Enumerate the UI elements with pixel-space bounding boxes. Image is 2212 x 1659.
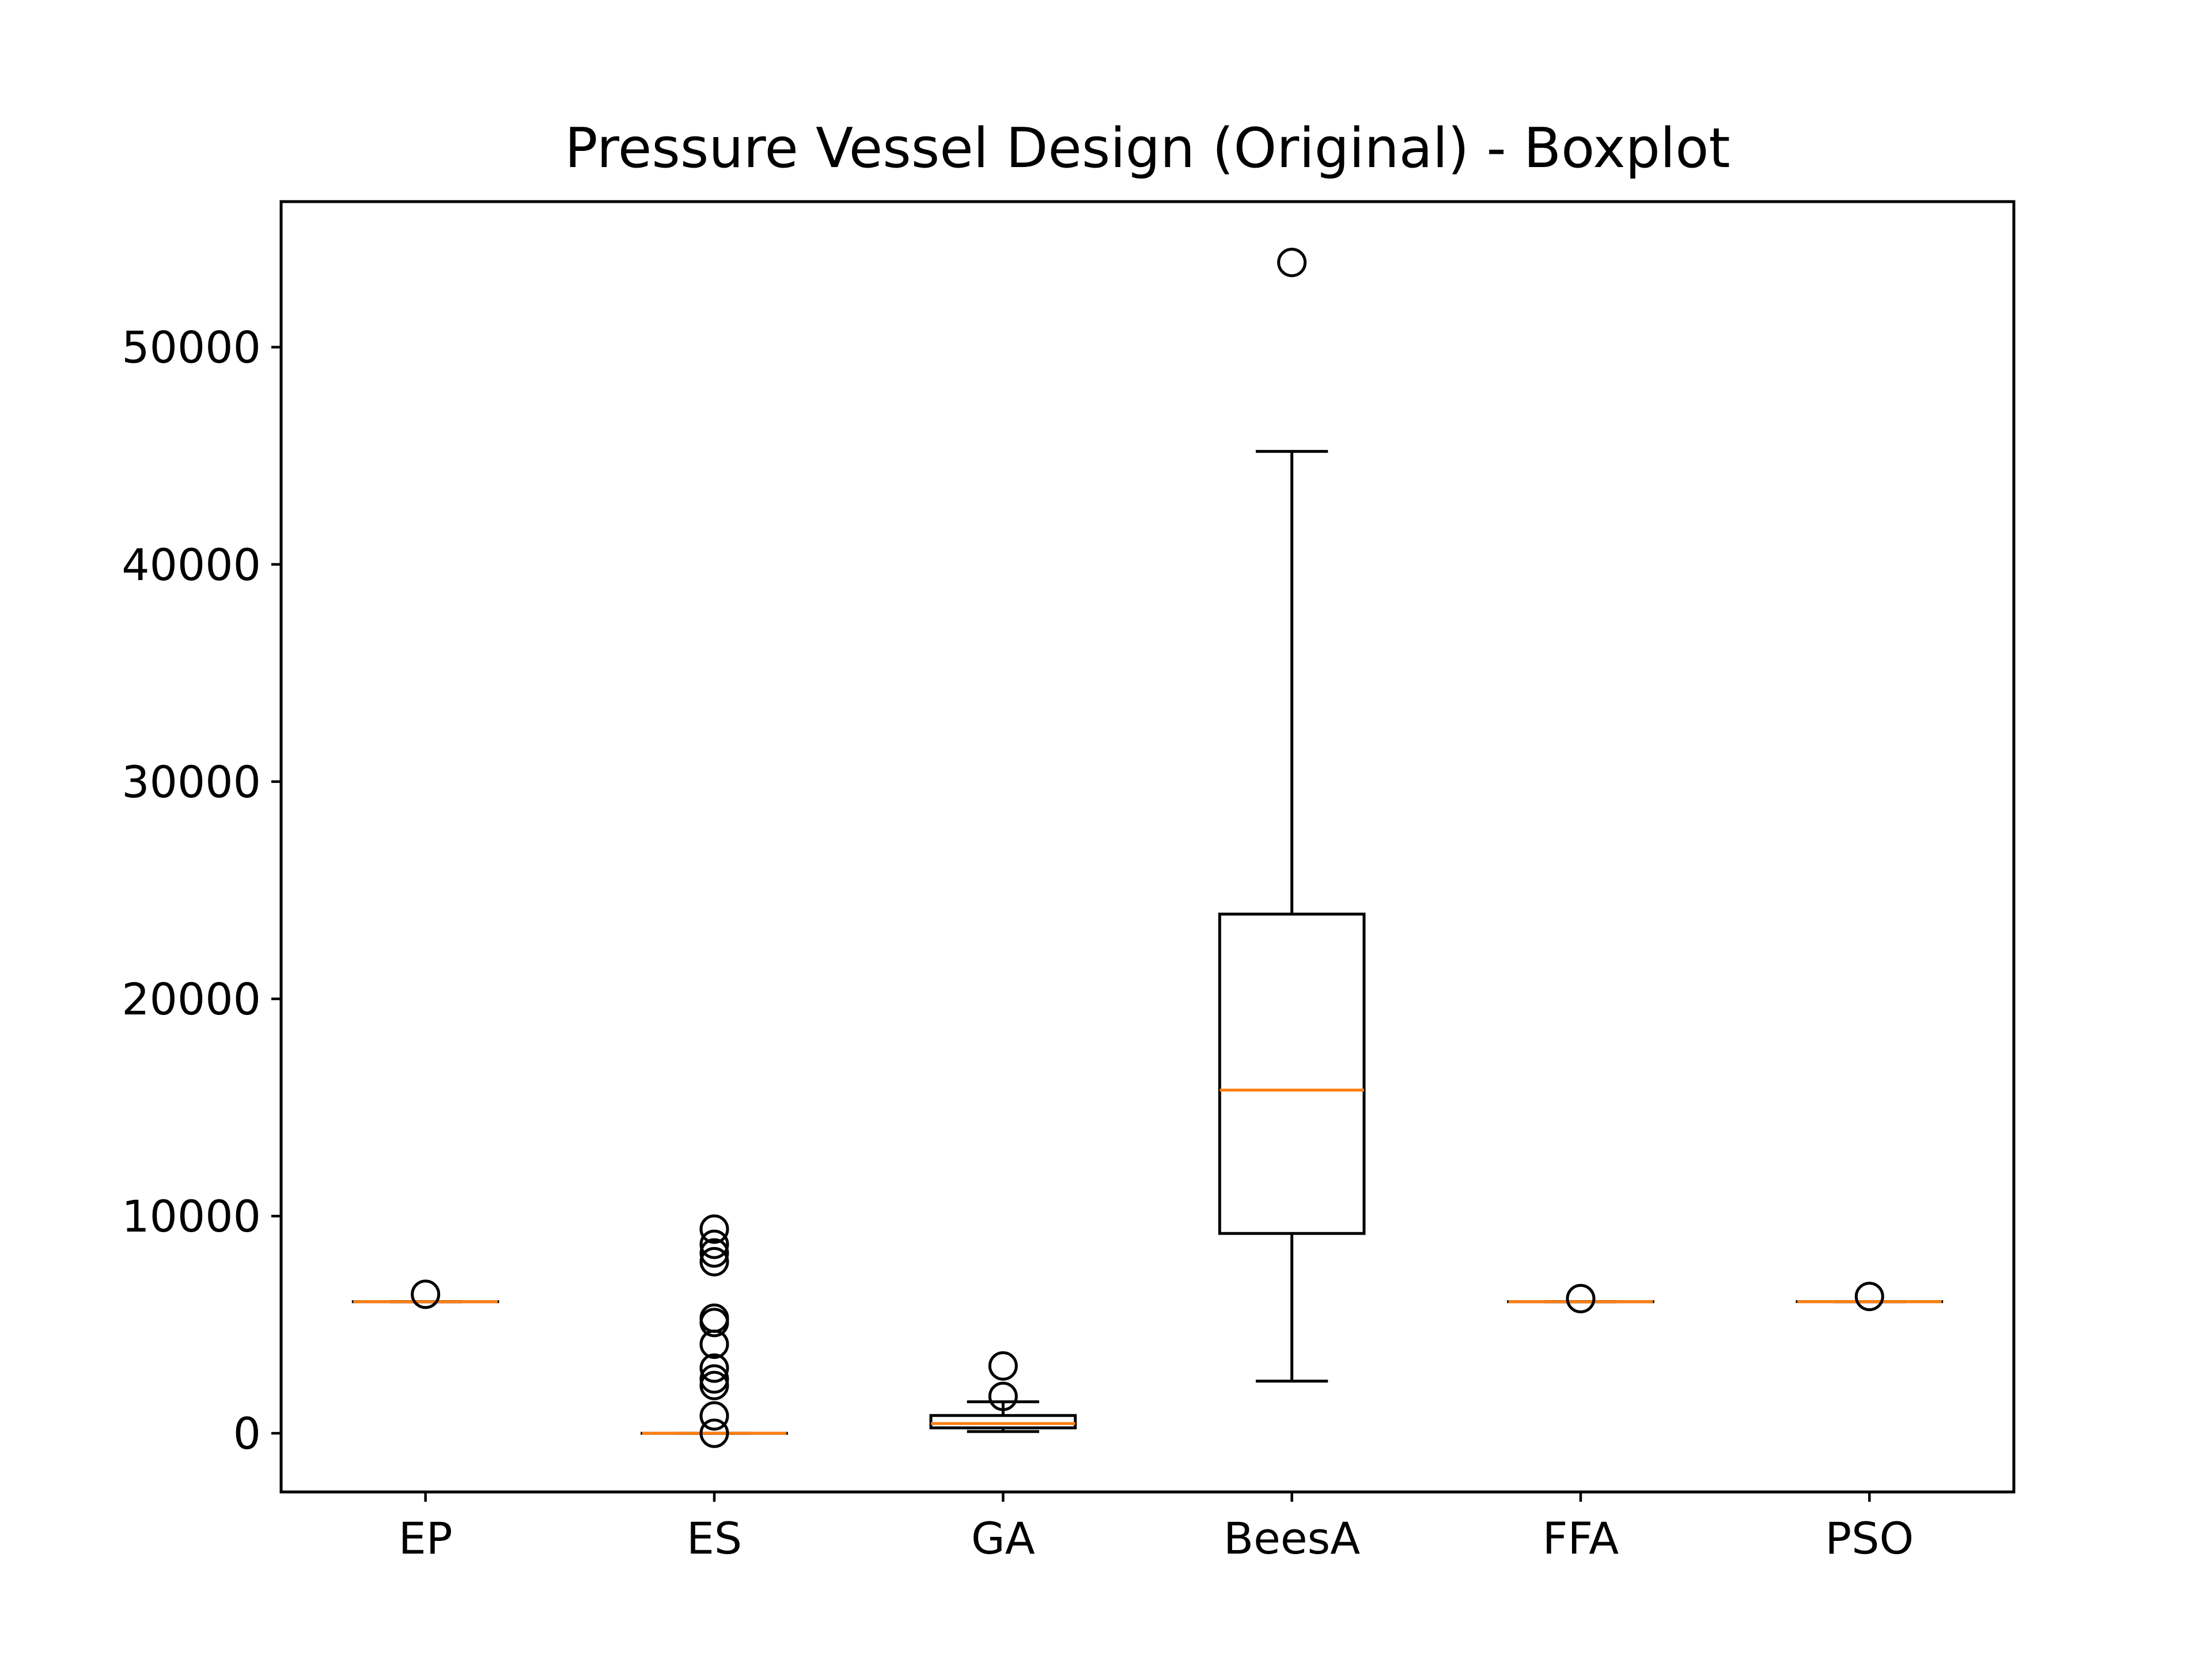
outlier-point: [699, 1401, 729, 1431]
outlier-point: [699, 1418, 729, 1448]
y-tick-label: 20000: [122, 974, 261, 1025]
outlier-point: [699, 1303, 729, 1333]
outlier-point: [1566, 1283, 1596, 1313]
y-tick-label: 40000: [122, 539, 261, 590]
outlier-point: [699, 1364, 729, 1394]
outlier-point: [699, 1370, 729, 1400]
y-tick-label: 50000: [122, 322, 261, 373]
x-tick-label: FFA: [1543, 1513, 1619, 1564]
outlier-point: [988, 1381, 1018, 1411]
x-tick-label: GA: [971, 1513, 1035, 1564]
outlier-point: [699, 1353, 729, 1383]
x-tick-label: PSO: [1825, 1513, 1914, 1564]
chart-title: Pressure Vessel Design (Original) - Boxp…: [565, 117, 1730, 180]
y-tick-label: 10000: [122, 1191, 261, 1242]
outlier-point: [699, 1247, 729, 1277]
outlier-point: [699, 1214, 729, 1244]
box-beesa: [1218, 912, 1366, 1235]
x-tick-label: EP: [399, 1513, 453, 1564]
plot-frame: [279, 200, 2016, 1494]
outlier-point: [1277, 248, 1307, 278]
outlier-point: [699, 1238, 729, 1268]
y-tick-label: 30000: [122, 756, 261, 808]
x-tick-label: BeesA: [1224, 1513, 1360, 1564]
outlier-point: [1854, 1282, 1884, 1312]
outlier-point: [411, 1279, 441, 1309]
outlier-point: [699, 1229, 729, 1259]
y-tick-label: 0: [233, 1408, 261, 1459]
x-tick-label: ES: [687, 1513, 742, 1564]
outlier-point: [988, 1351, 1018, 1381]
box-ga: [929, 1414, 1077, 1430]
